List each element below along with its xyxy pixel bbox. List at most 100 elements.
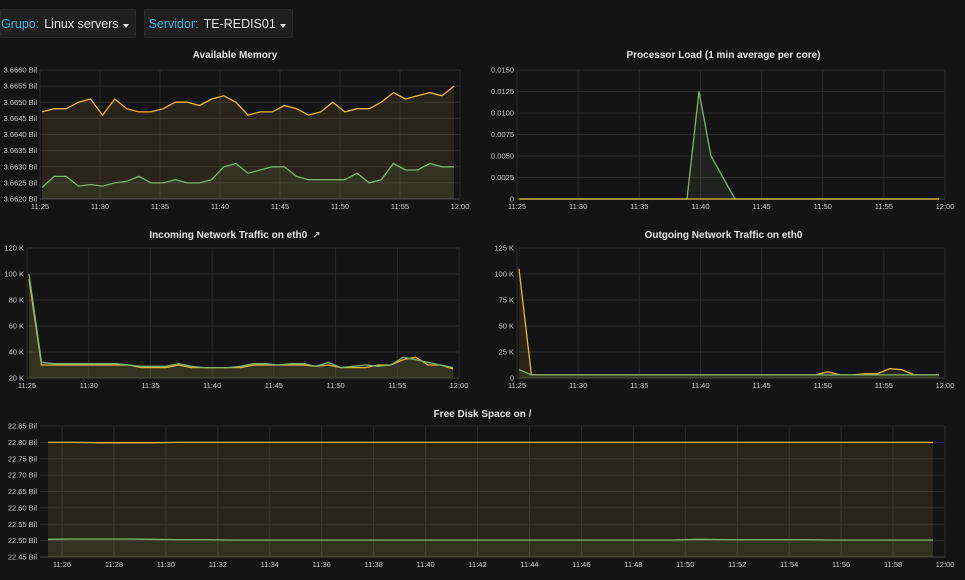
panel-title[interactable]: Free Disk Space on / (433, 409, 532, 420)
x-tick-label: 12:00 (450, 381, 469, 390)
group-value: Linux servers (44, 16, 119, 31)
in-green-series-line (28, 273, 454, 369)
y-tick-label: 22.55 Bil (8, 520, 38, 529)
y-tick-label: 3.6645 Bil (4, 114, 38, 123)
y-tick-label: 0.0125 (491, 87, 514, 96)
x-tick-label: 11:30 (157, 560, 175, 569)
group-selector[interactable]: Grupo: Linux servers (0, 9, 136, 38)
y-tick-label: 22.85 Bil (8, 422, 38, 431)
x-tick-label: 11:55 (388, 381, 406, 390)
y-tick-label: 120 K (4, 244, 24, 253)
x-tick-label: 11:46 (572, 560, 590, 569)
free-series-line (41, 162, 454, 189)
out-green-area (519, 369, 939, 378)
x-tick-label: 11:30 (91, 202, 109, 211)
x-tick-label: 11:25 (31, 202, 49, 211)
x-tick-label: 11:25 (18, 381, 36, 390)
x-tick-label: 11:55 (875, 202, 893, 211)
y-tick-label: 0.0050 (491, 152, 514, 161)
memory-chart: 3.6620 Bil 3.6625 Bil 3.6630 Bil 3.6635 Bil… (4, 66, 470, 212)
y-tick-label: 3.6625 Bil (4, 178, 38, 187)
y-tick-label: 3.6620 Bil (4, 195, 38, 204)
x-tick-label: 11:38 (365, 560, 383, 569)
x-tick-label: 11:28 (105, 560, 123, 569)
x-tick-label: 12:00 (936, 202, 955, 211)
x-tick-label: 11:30 (80, 381, 98, 390)
x-tick-label: 11:50 (331, 202, 349, 211)
server-label: Servidor: (148, 16, 199, 31)
y-tick-label: 20 K (9, 374, 24, 383)
cpu-panel: Processor Load (1 min average per core) … (482, 50, 965, 218)
y-tick-label: 125 K (494, 244, 514, 253)
in-green-area (29, 274, 453, 378)
in-yellow-area (29, 279, 453, 378)
y-tick-label: 0.0100 (491, 109, 514, 118)
server-selector[interactable]: Servidor: TE-REDIS01 (143, 9, 293, 38)
disk-yellow-area (48, 442, 933, 557)
x-tick-label: 11:30 (569, 381, 587, 390)
chevron-down-icon (122, 23, 129, 28)
x-tick-label: 11:50 (676, 560, 694, 569)
x-tick-label: 11:45 (752, 381, 770, 390)
x-tick-label: 12:00 (936, 381, 955, 390)
x-tick-label: 11:40 (691, 381, 709, 390)
server-value: TE-REDIS01 (203, 16, 276, 31)
x-tick-label: 11:50 (814, 381, 832, 390)
available-series-line (41, 85, 455, 117)
x-tick-label: 12:00 (451, 202, 470, 211)
x-tick-label: 11:35 (151, 202, 169, 211)
y-tick-label: 100 K (4, 270, 24, 279)
external-link-icon[interactable]: ↗ (312, 230, 321, 241)
y-tick-label: 25 K (499, 348, 514, 357)
y-tick-label: 22.45 Bil (8, 553, 38, 562)
x-tick-label: 11:40 (416, 560, 434, 569)
y-tick-label: 22.60 Bil (8, 503, 38, 512)
panel-title[interactable]: Available Memory (192, 50, 278, 61)
x-tick-label: 11:34 (261, 560, 279, 569)
y-tick-label: 3.6635 Bil (4, 146, 38, 155)
disk-green-series-line (47, 538, 933, 541)
x-tick-label: 11:36 (313, 560, 331, 569)
in-yellow-series-line (28, 279, 454, 370)
x-tick-label: 11:25 (508, 381, 526, 390)
x-tick-label: 11:40 (691, 202, 709, 211)
disk-chart: 22.45 Bil 22.50 Bil 22.55 Bil 22.60 Bil 22.6… (8, 422, 955, 570)
panel-title[interactable]: Incoming Network Traffic on eth0 (149, 230, 308, 241)
out-yellow-area (519, 268, 939, 378)
y-tick-label: 3.6640 Bil (4, 130, 38, 139)
y-tick-label: 100 K (494, 270, 514, 279)
x-tick-label: 11:35 (141, 381, 159, 390)
x-tick-label: 11:54 (780, 560, 798, 569)
incoming-network-panel: Incoming Network Traffic on eth0 ↗ 20 K 40… (0, 230, 470, 395)
y-tick-label: 0.0150 (491, 66, 514, 75)
y-tick-label: 22.70 Bil (8, 471, 38, 480)
y-tick-label: 75 K (499, 296, 514, 305)
template-variable-bar: Grupo: Linux servers Servidor: TE-REDIS0… (0, 9, 293, 38)
x-tick-label: 11:50 (326, 381, 344, 390)
outgoing-network-panel: Outgoing Network Traffic on eth0 0 25 K 50… (482, 230, 965, 395)
y-tick-label: 0.0075 (491, 130, 514, 139)
x-tick-label: 11:45 (265, 381, 283, 390)
y-tick-label: 22.80 Bil (8, 438, 38, 447)
y-tick-label: 22.50 Bil (8, 536, 38, 545)
y-tick-label: 3.6630 Bil (4, 162, 38, 171)
x-tick-label: 11:35 (630, 202, 648, 211)
load-green-series-line (519, 91, 939, 200)
x-tick-label: 11:58 (884, 560, 902, 569)
incoming-network-chart: 20 K 40 K 60 K 80 K 100 K 120 K 11:25 11:30 11:3… (4, 244, 469, 391)
y-tick-label: 0 (510, 195, 514, 204)
x-tick-label: 11:42 (468, 560, 486, 569)
x-tick-label: 11:56 (832, 560, 850, 569)
x-tick-label: 11:55 (391, 202, 409, 211)
panel-title[interactable]: Processor Load (1 min average per core) (626, 50, 821, 61)
panel-title[interactable]: Outgoing Network Traffic on eth0 (644, 230, 803, 241)
x-tick-label: 11:50 (814, 202, 832, 211)
disk-green-area (48, 539, 933, 557)
out-green-series-line (518, 369, 939, 376)
x-tick-label: 11:52 (728, 560, 746, 569)
x-tick-label: 11:35 (630, 381, 648, 390)
x-tick-label: 11:32 (209, 560, 227, 569)
x-tick-label: 11:40 (211, 202, 229, 211)
outgoing-network-chart: 0 25 K 50 K 75 K 100 K 125 K 11:25 11:30 11:35 11… (494, 244, 955, 391)
x-tick-label: 11:45 (752, 202, 770, 211)
